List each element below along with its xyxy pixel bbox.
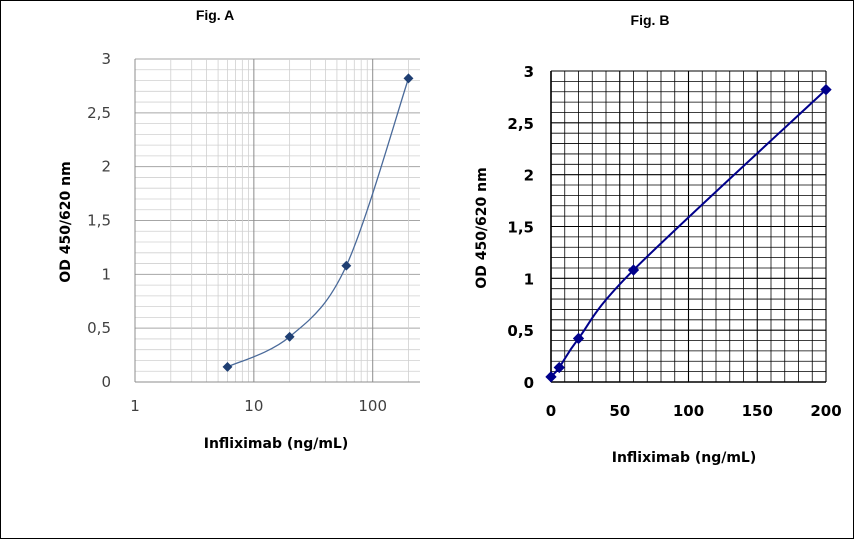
fig-b-xtick-label: 0 — [546, 402, 556, 420]
fig-a-points — [222, 73, 414, 372]
fig-b-data-point — [572, 332, 585, 345]
fig-b-xlabel: Infliximab (ng/mL) — [612, 450, 757, 466]
fig-a-ticks: 0 0,5 1 1,5 2 2,5 3 1 10 100 — [87, 50, 387, 415]
fig-a-data-point — [284, 331, 295, 342]
fig-a-ytick-label: 0,5 — [87, 319, 111, 337]
fig-b-xtick-label: 150 — [742, 402, 773, 420]
fig-a-title: Fig. A — [196, 7, 234, 23]
fig-a-ytick-label: 1 — [101, 265, 111, 283]
fig-a-ytick-label: 0 — [101, 373, 111, 391]
fig-b-ytick-label: 2,5 — [507, 115, 534, 133]
fig-b-data-point — [627, 264, 640, 276]
fig-a-xtick-label: 100 — [358, 397, 387, 415]
fig-b-ytick-label: 3 — [524, 63, 534, 81]
fig-a-xtick-label: 10 — [244, 397, 263, 415]
fig-b-points — [545, 84, 832, 383]
fig-a-ylabel: OD 450/620 nm — [58, 161, 74, 282]
fig-a-data-point — [222, 361, 233, 372]
fig-b-xtick-label: 50 — [609, 402, 630, 420]
fig-a-ytick-label: 2,5 — [87, 104, 111, 122]
fig-b-data-point — [545, 371, 557, 383]
fig-b-ylabel: OD 450/620 nm — [474, 167, 490, 288]
fig-a-series-curve — [227, 78, 410, 368]
fig-b-ytick-label: 0 — [524, 374, 534, 392]
fig-b-ytick-label: 1,5 — [507, 219, 534, 237]
fig-b-xtick-label: 200 — [810, 402, 841, 420]
fig-b-grid — [550, 70, 827, 383]
fig-a-grid — [134, 58, 420, 383]
fig-a-ytick-label: 3 — [101, 50, 111, 68]
fig-b-xtick-label: 100 — [673, 402, 704, 420]
fig-a-xtick-label: 1 — [130, 397, 140, 415]
fig-b-ytick-label: 2 — [524, 167, 534, 185]
fig-b-data-point — [553, 361, 565, 374]
fig-a-data-point — [403, 73, 414, 84]
fig-a-data-point — [341, 260, 352, 271]
fig-a-ytick-label: 2 — [101, 158, 111, 176]
fig-a-xlabel: Infliximab (ng/mL) — [204, 436, 349, 452]
fig-b-ticks: 0 0,5 1 1,5 2 2,5 3 0 50 100 150 200 — [507, 63, 841, 420]
fig-b-ytick-label: 1 — [524, 270, 534, 288]
fig-b-title: Fig. B — [631, 12, 670, 28]
fig-b-ytick-label: 0,5 — [507, 322, 534, 340]
fig-a-ytick-label: 1,5 — [87, 212, 111, 230]
